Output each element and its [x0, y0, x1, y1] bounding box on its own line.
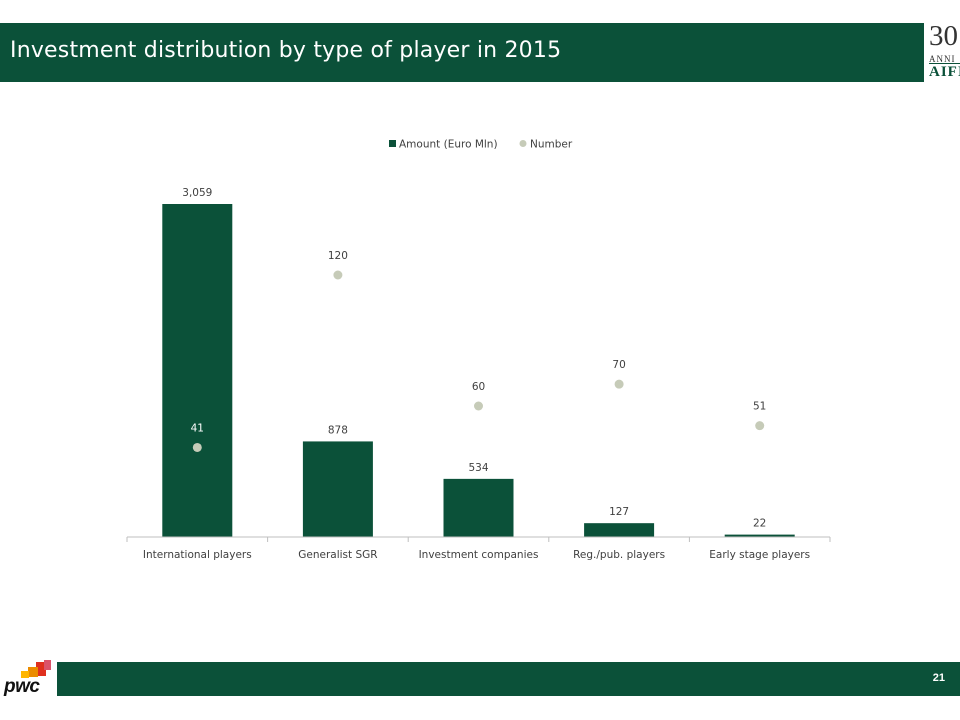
bar-4 [724, 534, 795, 537]
aifi-logo-name: AIFI [929, 64, 960, 80]
page-number: 21 [932, 672, 945, 684]
x-tick-label-4: Early stage players [709, 549, 810, 561]
number-point-1 [333, 270, 343, 280]
footer-bar: 21 [57, 662, 960, 696]
number-label-1: 120 [328, 250, 348, 262]
aifi-logo-number: 30 [929, 22, 958, 52]
chart-legend: Amount (Euro Mln) Number [389, 139, 573, 151]
x-axis: International players Generalist SGR Inves… [126, 536, 831, 561]
bar-label-2: 534 [468, 462, 488, 474]
bar-chart: Amount (Euro Mln) Number 3,059 878 534 127 22… [126, 139, 831, 561]
aifi-logo: 30 ANNI AIFI [926, 22, 960, 84]
aifi-logo-anni: ANNI [929, 54, 956, 64]
slide-title: Investment distribution by type of playe… [10, 38, 562, 63]
legend-swatch-amount [389, 140, 396, 147]
pwc-logo: pwc [4, 660, 54, 700]
legend-swatch-number [519, 140, 527, 147]
legend-label-amount: Amount (Euro Mln) [399, 139, 498, 151]
number-point-0 [192, 442, 202, 452]
bar-series: 3,059 878 534 127 22 [162, 187, 795, 537]
pwc-logo-mark-icon [21, 660, 51, 678]
bar-1 [302, 441, 373, 537]
pwc-logo-text: pwc [4, 676, 40, 697]
bar-label-1: 878 [328, 424, 348, 436]
bar-label-4: 22 [753, 518, 766, 530]
number-point-4 [755, 421, 765, 431]
number-label-0: 41 [191, 422, 204, 434]
bar-2 [443, 478, 514, 537]
number-label-3: 70 [612, 359, 625, 371]
x-tick-label-1: Generalist SGR [298, 549, 377, 561]
number-series: 41 120 60 70 51 [191, 250, 766, 452]
number-point-3 [614, 379, 624, 389]
x-tick-label-3: Reg./pub. players [573, 549, 665, 561]
bar-label-3: 127 [609, 506, 629, 518]
x-tick-label-0: International players [143, 549, 252, 561]
aifi-logo-rule [929, 63, 960, 64]
bar-0 [162, 204, 233, 537]
header-bar [0, 23, 924, 82]
bar-label-0: 3,059 [182, 187, 212, 199]
x-tick-label-2: Investment companies [419, 549, 539, 561]
number-label-2: 60 [472, 381, 485, 393]
bar-3 [584, 523, 655, 537]
number-point-2 [474, 401, 483, 411]
legend-label-number: Number [530, 139, 573, 151]
number-label-4: 51 [753, 401, 766, 413]
